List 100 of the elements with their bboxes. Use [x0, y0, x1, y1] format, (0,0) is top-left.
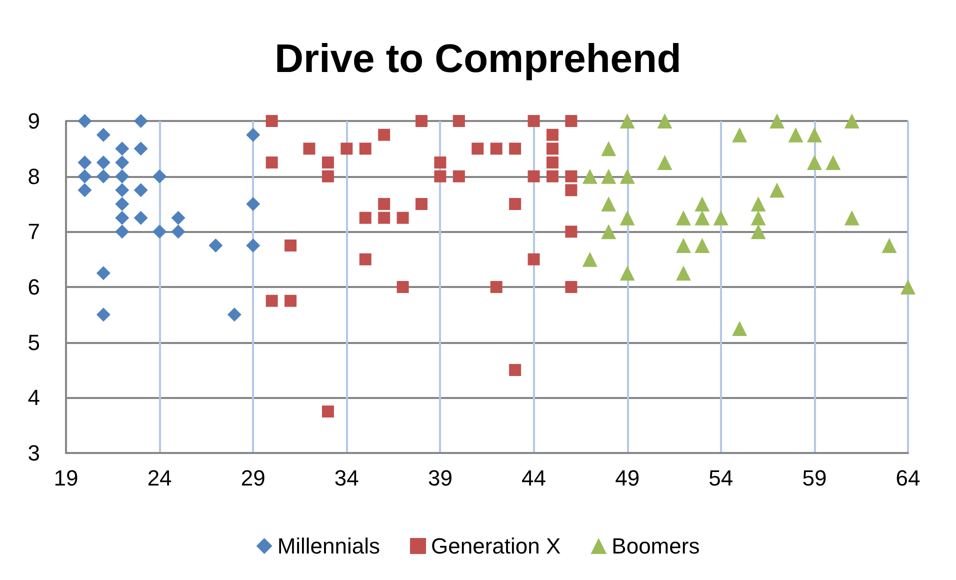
point: [788, 127, 804, 142]
point: [434, 170, 446, 182]
point: [115, 183, 130, 198]
point: [601, 196, 616, 212]
point: [509, 364, 522, 376]
point: [322, 406, 334, 418]
point: [434, 156, 446, 168]
point: [770, 114, 785, 128]
point: [528, 170, 540, 182]
point: [396, 281, 409, 293]
point: [676, 238, 691, 253]
point: [750, 224, 766, 240]
point: [565, 170, 578, 182]
point: [490, 281, 502, 293]
x-tick-label: 44: [522, 466, 546, 490]
point: [528, 253, 540, 266]
point: [266, 156, 278, 168]
point: [378, 212, 390, 224]
point: [227, 308, 242, 322]
point: [115, 156, 130, 170]
y-tick-label: 3: [28, 440, 40, 466]
point: [96, 128, 110, 142]
point: [565, 115, 578, 127]
point: [359, 253, 372, 266]
point: [565, 226, 578, 238]
point: [340, 142, 353, 155]
point: [657, 155, 672, 170]
point: [694, 196, 710, 212]
point: [115, 210, 130, 225]
x-tick-label: 39: [428, 466, 452, 490]
point: [713, 210, 728, 226]
point: [565, 184, 578, 196]
point: [359, 142, 372, 155]
point: [750, 196, 766, 212]
point: [96, 169, 110, 184]
point: [750, 210, 766, 226]
point: [694, 238, 710, 253]
x-tick-label: 49: [615, 466, 640, 490]
point: [509, 198, 522, 210]
point: [694, 210, 710, 226]
point: [806, 155, 822, 170]
point: [322, 170, 334, 182]
point: [601, 141, 616, 156]
point: [284, 240, 297, 252]
point: [152, 224, 167, 239]
point: [565, 281, 578, 293]
point: [582, 168, 598, 184]
point: [490, 142, 502, 155]
point: [284, 294, 297, 307]
point: [266, 115, 278, 127]
point: [844, 210, 860, 226]
point: [171, 210, 186, 225]
point: [378, 128, 390, 141]
point: [620, 114, 635, 128]
point: [601, 224, 616, 240]
point: [134, 114, 148, 128]
point: [601, 168, 616, 184]
point: [96, 308, 110, 322]
y-tick-label: 8: [28, 164, 40, 189]
point: [78, 156, 92, 170]
point: [96, 156, 110, 170]
point: [546, 128, 558, 141]
y-tick-label: 5: [28, 330, 40, 355]
point: [472, 142, 484, 155]
x-tick-label: 64: [896, 466, 920, 490]
x-tick-label: 29: [240, 466, 266, 490]
point: [900, 280, 916, 294]
point: [115, 197, 130, 211]
point: [115, 169, 130, 184]
point: [246, 238, 260, 252]
point: [452, 170, 465, 182]
point: [620, 210, 635, 226]
point: [676, 210, 691, 226]
y-tick-label: 4: [28, 385, 40, 410]
point: [246, 197, 260, 211]
point: [134, 142, 148, 156]
point: [78, 169, 92, 184]
x-tick-label: 54: [708, 466, 734, 490]
legend-label: Generation X: [431, 534, 561, 558]
legend-label: Boomers: [612, 534, 700, 558]
point: [620, 266, 635, 281]
point: [416, 198, 428, 210]
point: [171, 224, 186, 239]
x-tick-label: 24: [147, 466, 172, 490]
point: [96, 266, 110, 280]
point: [115, 142, 130, 156]
point: [732, 127, 748, 142]
y-tick-label: 9: [28, 108, 40, 134]
point: [732, 321, 748, 336]
point: [396, 212, 409, 224]
point: [115, 224, 130, 239]
point: [452, 115, 465, 127]
point: [134, 183, 148, 198]
point: [770, 182, 785, 198]
point: [78, 183, 92, 198]
point: [546, 170, 558, 182]
y-tick-label: 6: [28, 274, 40, 300]
x-tick-label: 59: [802, 466, 827, 490]
chart-title: Drive to Comprehend: [274, 37, 682, 81]
point: [582, 252, 598, 267]
